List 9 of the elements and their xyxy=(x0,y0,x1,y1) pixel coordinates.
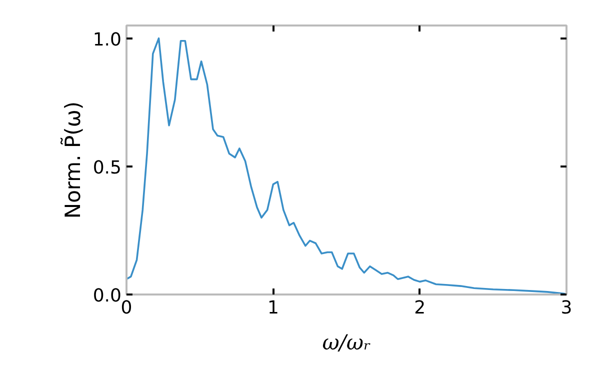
x-tick-label: 1 xyxy=(267,298,279,318)
x-tick-label: 0 xyxy=(120,298,132,318)
x-tick-label: 3 xyxy=(560,298,572,318)
y-tick-label: 0.0 xyxy=(92,286,122,306)
y-tick-label: 0.5 xyxy=(92,157,122,178)
x-axis-title: ω/ωᵣ xyxy=(322,330,371,354)
y-tick-label: 1.0 xyxy=(92,29,122,50)
x-tick-label: 2 xyxy=(414,298,426,318)
y-axis-title: Norm. P̃(ω) xyxy=(60,101,85,219)
